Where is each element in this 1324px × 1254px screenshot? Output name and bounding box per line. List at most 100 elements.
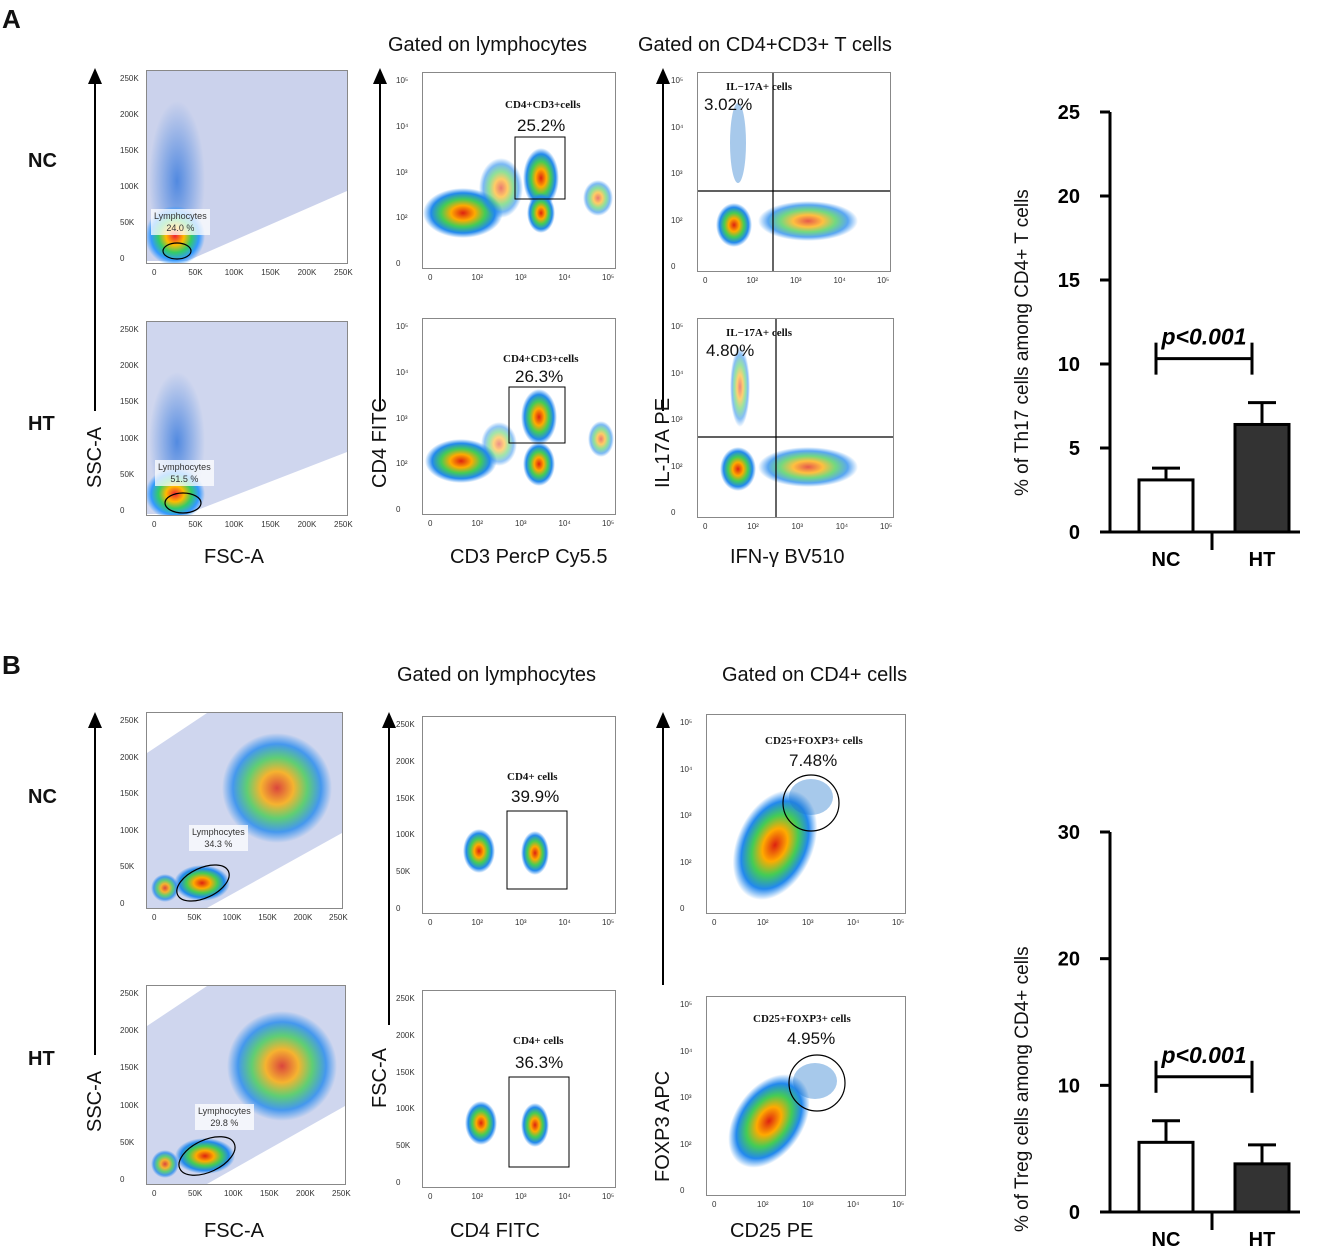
panel-a-gate-title-t-cells: Gated on CD4+CD3+ T cells [638,34,892,56]
axis-tick-label: 0 [152,1189,157,1198]
panel-b-nc-lymph-gate-name: Lymphocytes [192,827,245,837]
y-tick-label: 0 [1069,522,1080,544]
panel-a-ht-il17a-value: 4.80% [706,341,755,360]
axis-tick-label: 150K [120,397,139,407]
axis-tick-label: 100K [120,433,139,443]
panel-a-col3-xlabel: IFN-γ BV510 [730,546,845,568]
bar-ht [1233,422,1291,534]
axis-tick-label: 100K [222,913,242,922]
axis-tick-label: 0 [712,918,717,927]
panel-b-nc-cd25-foxp3-plot: CD25+FOXP3+ cells 7.48% [706,714,906,914]
panel-b-gate-title-cd4: Gated on CD4+ cells [722,664,908,686]
axis-tick-label: 0 [703,522,708,531]
axis-tick-label: 0 [428,1192,433,1201]
p-value-annotation: p<0.001 [1160,324,1246,350]
axis-tick-label: 50K [396,1141,411,1151]
axis-tick-label: 100K [224,520,244,529]
bar-nc [1137,1140,1195,1214]
panel-a-nc-cd4cd3-value: 25.2% [517,116,566,135]
panel-b-col1-ylabel: SSC-A [84,1070,106,1132]
axis-tick-label: 200K [120,110,139,119]
axis-tick-label: 10² [471,273,484,282]
panel-b-gate-title-lymphocytes: Gated on lymphocytes [397,664,596,686]
axis-tick-label: 50K [188,520,203,529]
axis-tick-label: 100K [224,1189,243,1198]
x-category-label: HT [1249,549,1276,571]
axis-tick-label: 10⁵ [396,76,409,85]
axis-tick-label: 0 [671,262,676,271]
panel-b-col1-y-arrow [88,712,102,1055]
panel-b-ht-lymph-gate-name: Lymphocytes [198,1106,251,1116]
x-category-label: HT [1249,1229,1276,1251]
axis-tick-label: 10² [671,461,683,471]
panel-a-ht-cd4cd3-value: 26.3% [515,367,564,386]
axis-tick-label: 150K [260,1189,279,1198]
panel-b-ht-cd25-foxp3-plot: CD25+FOXP3+ cells 4.95% [706,996,906,1196]
y-tick-label: 0 [1069,1202,1080,1224]
axis-tick-label: 0 [703,276,708,285]
axis-tick-label: 0 [396,259,401,268]
panel-b-col1-xlabel: FSC-A [204,1220,264,1242]
axis-tick-label: 10⁴ [847,1200,860,1209]
axis-tick-label: 10³ [791,522,804,531]
axis-tick-label: 10³ [680,811,692,820]
axis-tick-label: 10⁴ [558,918,571,927]
axis-tick-label: 100K [120,1100,139,1110]
axis-tick-label: 10² [746,276,759,285]
panel-a-ht-ifng-il17a-plot: IL−17A+ cells 4.80% [697,318,894,518]
axis-tick-label: 10³ [515,519,527,528]
axis-tick-label: 10³ [515,273,527,282]
axis-tick-label: 150K [258,913,277,922]
axis-tick-label: 50K [120,469,135,479]
axis-tick-label: 200K [396,1030,415,1040]
axis-tick-label: 10⁵ [877,276,890,285]
axis-tick-label: 0 [396,1178,401,1187]
axis-tick-label: 10⁵ [396,322,409,331]
axis-tick-label: 0 [680,904,685,913]
panel-a-ht-cd3-cd4-plot: CD4+CD3+cells 26.3% [422,318,616,515]
axis-tick-label: 10⁵ [671,76,684,85]
panel-a-nc-il17a-value: 3.02% [704,95,753,114]
axis-tick-label: 250K [329,913,348,922]
axis-tick-label: 10³ [671,169,683,178]
panel-a-col1-xlabel: FSC-A [204,546,264,568]
panel-a-col2-y-arrow [373,68,387,411]
axis-tick-label: 10³ [671,415,683,424]
panel-b-col3-ylabel: FOXP3 APC [652,1070,674,1182]
axis-tick-label: 10⁴ [558,1192,571,1201]
axis-tick-label: 0 [428,273,433,282]
axis-tick-label: 0 [428,918,433,927]
y-tick-label: 5 [1069,438,1080,460]
panel-a-nc-lymph-value: 24.0 % [166,223,195,233]
y-tick-label: 20 [1058,186,1080,208]
axis-tick-label: 0 [120,254,125,263]
axis-tick-label: 50K [187,913,202,922]
axis-tick-label: 10³ [790,276,802,285]
y-tick-label: 30 [1058,822,1080,844]
axis-tick-label: 10⁵ [602,519,615,528]
axis-tick-label: 50K [120,218,135,227]
axis-tick-label: 50K [396,867,411,877]
panel-b-letter: B [2,650,21,680]
axis-tick-label: 10³ [396,413,408,423]
panel-b-row-label-nc: NC [28,786,57,808]
axis-tick-label: 200K [120,1026,139,1036]
axis-tick-label: 250K [120,325,139,334]
axis-tick-label: 10³ [515,918,527,927]
axis-tick-label: 250K [120,716,139,725]
axis-tick-label: 10³ [802,918,814,927]
panel-a-ht-lymph-gate-name: Lymphocytes [158,462,211,472]
axis-tick-label: 10³ [802,1200,814,1209]
axis-tick-label: 150K [261,520,280,529]
panel-a-chart-ylabel: % of Th17 cells among CD4+ T cells [1012,189,1033,496]
axis-tick-label: 0 [120,1175,125,1184]
axis-tick-label: 0 [152,520,157,529]
axis-tick-label: 50K [120,1137,135,1147]
y-tick-label: 25 [1058,102,1080,124]
panel-a-nc-il17a-gate-name: IL−17A+ cells [726,81,793,93]
axis-tick-label: 100K [396,1104,415,1114]
axis-tick-label: 200K [297,268,317,277]
axis-tick-label: 10⁴ [558,273,571,282]
axis-tick-label: 100K [396,830,415,840]
axis-tick-label: 10⁴ [671,368,684,378]
